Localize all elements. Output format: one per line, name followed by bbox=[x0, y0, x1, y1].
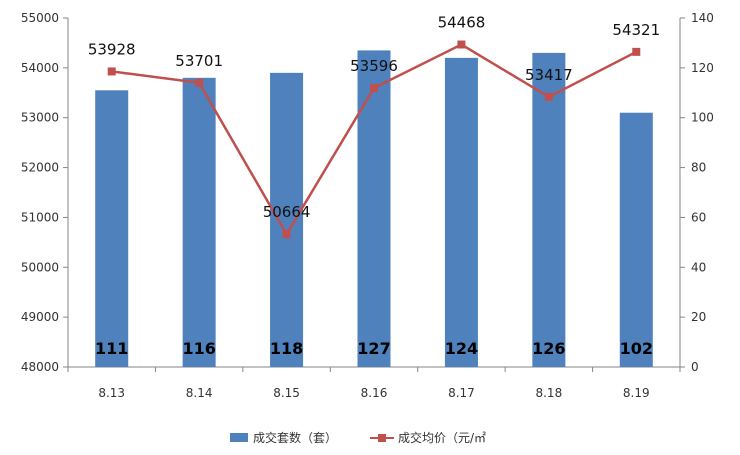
x-axis-tick-label: 8.13 bbox=[98, 386, 125, 400]
price-value-label: 53417 bbox=[525, 66, 573, 84]
bar-8.15 bbox=[270, 72, 304, 367]
left-axis-tick-label: 50000 bbox=[21, 260, 59, 274]
price-point-8.15 bbox=[282, 230, 291, 239]
bar-value-label: 116 bbox=[182, 339, 215, 358]
price-point-8.19 bbox=[632, 47, 641, 56]
bar-8.13 bbox=[95, 90, 129, 368]
left-axis-tick-label: 48000 bbox=[21, 360, 59, 374]
bar-8.19 bbox=[619, 112, 653, 367]
x-axis-tick-label: 8.18 bbox=[535, 386, 562, 400]
bar-value-label: 111 bbox=[95, 339, 128, 358]
axes-group: 48000 49000 50000 51000 52000 53000 54000 55000… bbox=[21, 11, 714, 400]
price-point-8.16 bbox=[370, 83, 378, 92]
price-line-group bbox=[107, 40, 641, 239]
bars-group bbox=[95, 50, 653, 368]
right-axis-tick-label: 120 bbox=[691, 61, 714, 75]
right-axis-tick-label: 60 bbox=[691, 210, 706, 224]
bar-8.16 bbox=[357, 50, 391, 368]
legend-line-marker bbox=[378, 434, 386, 442]
right-axis-tick-label: 100 bbox=[691, 111, 714, 125]
price-value-label: 54321 bbox=[612, 21, 660, 39]
bar-value-label: 102 bbox=[620, 339, 653, 358]
bar-value-label: 124 bbox=[445, 339, 478, 358]
legend-bar-label: 成交套数（套） bbox=[253, 430, 337, 445]
price-point-8.13 bbox=[107, 67, 116, 76]
right-axis-tick-label: 80 bbox=[691, 161, 706, 175]
bar-value-label: 126 bbox=[532, 339, 565, 358]
right-axis-tick-label: 40 bbox=[691, 260, 706, 274]
left-axis-tick-label: 55000 bbox=[21, 11, 59, 25]
price-value-label: 50664 bbox=[263, 203, 311, 221]
x-axis-tick-label: 8.19 bbox=[623, 386, 650, 400]
price-value-label: 53701 bbox=[175, 52, 223, 70]
price-point-8.14 bbox=[195, 78, 204, 87]
left-axis-tick-label: 53000 bbox=[21, 111, 59, 125]
price-point-8.18 bbox=[544, 92, 553, 101]
bar-8.17 bbox=[444, 57, 478, 368]
legend-line-label: 成交均价（元/㎡ bbox=[398, 430, 486, 445]
price-value-label: 53928 bbox=[88, 40, 136, 58]
price-value-label: 54468 bbox=[438, 14, 486, 32]
left-axis-tick-label: 52000 bbox=[21, 161, 59, 175]
legend-bar-swatch bbox=[230, 433, 248, 442]
x-axis-tick-label: 8.17 bbox=[448, 386, 475, 400]
bar-8.14 bbox=[182, 77, 216, 367]
x-axis-tick-label: 8.14 bbox=[186, 386, 213, 400]
data-labels-group: 111 116 118 127 124 126 102 53928 53701 50664 5359… bbox=[88, 14, 660, 358]
bar-8.18 bbox=[532, 52, 566, 368]
price-value-label: 53596 bbox=[350, 57, 398, 75]
price-point-8.17 bbox=[457, 40, 466, 49]
right-axis-tick-label: 0 bbox=[691, 360, 699, 374]
left-axis-tick-label: 49000 bbox=[21, 310, 59, 324]
left-axis-tick-label: 54000 bbox=[21, 61, 59, 75]
x-axis-tick-label: 8.15 bbox=[273, 386, 300, 400]
legend: 成交套数（套） 成交均价（元/㎡ bbox=[230, 430, 486, 445]
bar-value-label: 127 bbox=[357, 339, 390, 358]
right-axis-tick-label: 140 bbox=[691, 11, 714, 25]
bar-value-label: 118 bbox=[270, 339, 303, 358]
x-axis-tick-label: 8.16 bbox=[361, 386, 388, 400]
left-axis-tick-label: 51000 bbox=[21, 210, 59, 224]
right-axis-tick-label: 20 bbox=[691, 310, 706, 324]
